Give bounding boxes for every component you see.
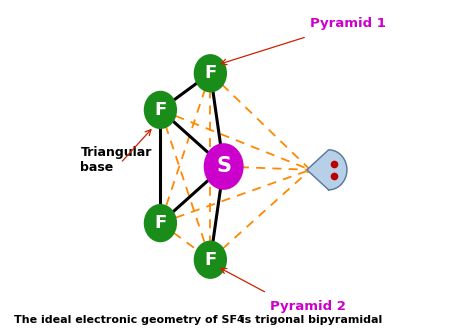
Text: S: S (216, 157, 231, 176)
Text: is trigonal bipyramidal: is trigonal bipyramidal (237, 315, 382, 325)
Ellipse shape (194, 54, 227, 92)
Ellipse shape (144, 91, 177, 129)
Text: Pyramid 1: Pyramid 1 (310, 17, 386, 30)
Polygon shape (307, 150, 347, 190)
Text: Triangular
base: Triangular base (81, 146, 152, 174)
Text: The ideal electronic geometry of SF: The ideal electronic geometry of SF (14, 315, 237, 325)
Text: Pyramid 2: Pyramid 2 (270, 300, 346, 313)
Ellipse shape (144, 204, 177, 242)
Ellipse shape (194, 240, 227, 279)
Ellipse shape (204, 143, 244, 190)
Text: F: F (204, 64, 217, 82)
Text: F: F (204, 251, 217, 269)
Text: 4: 4 (237, 315, 243, 324)
Text: F: F (154, 101, 166, 119)
Text: F: F (154, 214, 166, 232)
